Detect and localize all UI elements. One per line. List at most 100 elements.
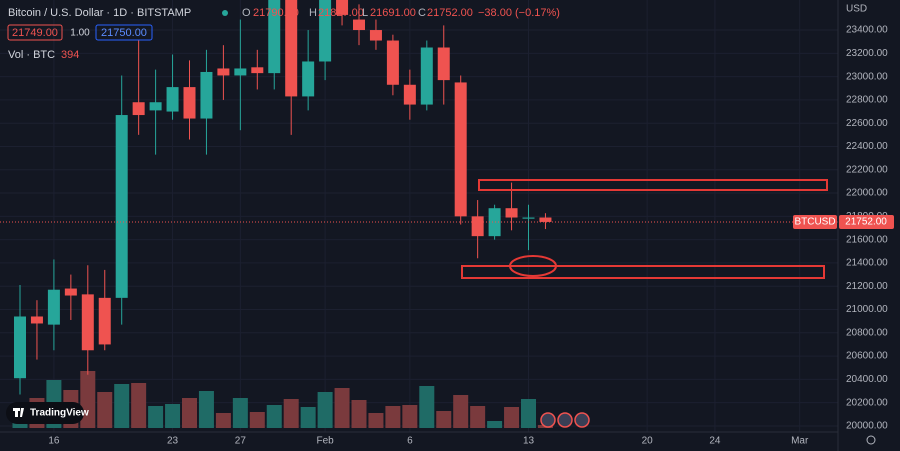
candle-body [285, 0, 298, 97]
candle-body [488, 208, 501, 237]
legend-value: 21827.00 [318, 7, 364, 19]
y-tick-label: 23400.00 [846, 25, 888, 36]
y-tick-label: 22000.00 [846, 188, 888, 199]
volume-bar [283, 399, 299, 428]
y-tick-label: 22800.00 [846, 95, 888, 106]
candle-body [98, 297, 111, 345]
y-tick-label: 20400.00 [846, 374, 888, 385]
volume-bar [334, 388, 350, 428]
volume-bar [453, 395, 469, 428]
candle-body [217, 68, 230, 76]
volume-bar [131, 383, 147, 428]
candle-body [505, 208, 518, 218]
candle-body [234, 68, 247, 76]
candle-body [200, 71, 213, 119]
x-tick-label: 6 [407, 436, 413, 447]
brand-logo [13, 408, 24, 417]
candle-body [539, 217, 552, 222]
x-tick-label: Feb [316, 436, 334, 447]
x-tick-label: 27 [235, 436, 247, 447]
symbol-tag-label: BTCUSD [794, 217, 835, 228]
sell-box[interactable] [7, 24, 63, 41]
volume-bar [215, 413, 231, 428]
y-tick-label: 22400.00 [846, 141, 888, 152]
volume-bar [232, 398, 248, 428]
volume-bar [317, 392, 333, 428]
candle-body [268, 0, 281, 74]
candle-body [132, 102, 145, 116]
candle-body [454, 82, 467, 217]
candle-layer [0, 0, 838, 395]
candle-body [369, 30, 382, 41]
candle-body [47, 289, 60, 325]
y-tick-label: 21600.00 [846, 234, 888, 245]
symbol-title: Bitcoin / U.S. Dollar · 1D · BITSTAMP [8, 7, 191, 19]
status-dot [222, 10, 228, 16]
volume-value: 394 [61, 49, 79, 61]
legend-change: −38.00 (−0.17%) [478, 7, 560, 19]
volume-bar [470, 406, 486, 428]
x-axis: 16 23 27 Feb 6 13 20 24 Mar [48, 436, 809, 447]
legend-key: L [362, 7, 368, 19]
legend-value: 21752.00 [427, 7, 473, 19]
price-tag [839, 214, 894, 229]
legend-key: H [309, 7, 317, 19]
event-icon[interactable] [574, 412, 590, 428]
candle-body [64, 288, 77, 296]
currency: USD [846, 4, 867, 15]
buy-price[interactable]: 21750.00 [101, 27, 147, 39]
volume-bar [198, 391, 214, 428]
volume-bar [148, 406, 164, 428]
y-axis: 20000.00 20200.00 20400.00 20600.00 20800.00… [846, 25, 888, 432]
y-tick-label: 23000.00 [846, 71, 888, 82]
volume-bar [351, 400, 367, 428]
volume-bar [266, 405, 282, 428]
sell-price[interactable]: 21749.00 [12, 27, 58, 39]
candle-body [115, 115, 128, 298]
y-tick-label: 22600.00 [846, 118, 888, 129]
y-tick-label: 20800.00 [846, 327, 888, 338]
candle-body [336, 0, 349, 15]
volume-bar [80, 371, 96, 428]
candle-body [353, 19, 365, 31]
candle-body [471, 216, 484, 237]
volume-bar [385, 406, 401, 428]
y-tick-label: 21000.00 [846, 304, 888, 315]
volume-bar [419, 386, 435, 428]
candle-body [403, 84, 416, 105]
candle-body [81, 294, 94, 351]
candle-body [14, 316, 26, 379]
x-tick-label: 24 [709, 436, 721, 447]
volume-bar [402, 405, 418, 428]
spread: 1.00 [70, 28, 90, 39]
legend-value: 21691.00 [370, 7, 416, 19]
legend-key: O [242, 7, 251, 19]
annotation-ellipse [509, 255, 557, 277]
candle-body [386, 40, 399, 85]
event-icon[interactable] [557, 412, 573, 428]
y-tick-label: 23200.00 [846, 48, 888, 59]
buy-box[interactable] [95, 24, 153, 41]
candle-body [183, 87, 196, 119]
grid [0, 0, 838, 432]
brand-badge[interactable] [6, 402, 84, 424]
event-icons[interactable] [540, 412, 590, 428]
volume-bar [165, 404, 181, 428]
settings-icon[interactable] [866, 435, 876, 445]
volume-bar [300, 407, 316, 428]
candle-body [420, 47, 433, 105]
legend-key: C [418, 7, 426, 19]
x-tick-label: 16 [48, 436, 60, 447]
volume-bar [182, 398, 197, 428]
y-tick-label: 21200.00 [846, 281, 888, 292]
legend-value: 21790.00 [253, 7, 299, 19]
annotation-rect [461, 265, 825, 279]
y-tick-label: 22200.00 [846, 164, 888, 175]
volume-title: Vol · BTC [8, 49, 55, 61]
volume-bar [504, 407, 520, 428]
y-tick-label: 20600.00 [846, 351, 888, 362]
event-icon[interactable] [540, 412, 556, 428]
brand-name[interactable]: TradingView [30, 408, 89, 419]
volume-bar [114, 384, 130, 428]
